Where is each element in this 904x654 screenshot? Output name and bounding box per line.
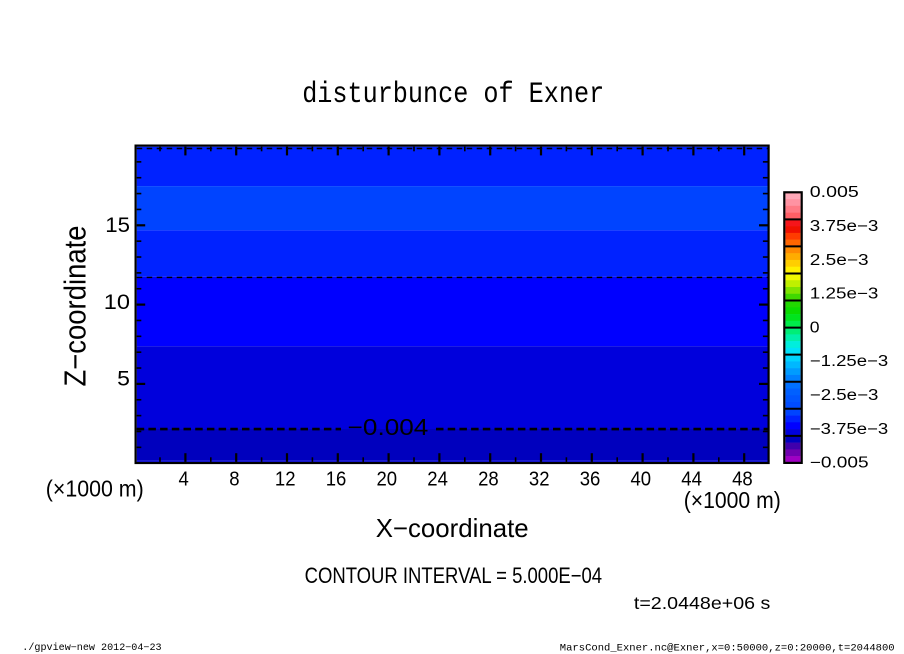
svg-text:28: 28	[478, 468, 499, 490]
svg-text:Z−coordinate: Z−coordinate	[59, 226, 93, 387]
svg-text:3.75e−3: 3.75e−3	[810, 218, 879, 235]
svg-text:(×1000 m): (×1000 m)	[684, 487, 781, 513]
svg-text:1.25e−3: 1.25e−3	[810, 286, 879, 303]
svg-text:15: 15	[105, 214, 130, 237]
svg-text:CONTOUR INTERVAL = 5.000E−04: CONTOUR INTERVAL = 5.000E−04	[305, 563, 602, 588]
svg-text:(×1000 m): (×1000 m)	[46, 476, 144, 502]
svg-text:X−coordinate: X−coordinate	[376, 513, 529, 543]
svg-text:20: 20	[377, 468, 398, 490]
svg-text:10: 10	[104, 291, 130, 314]
svg-text:44: 44	[681, 468, 702, 490]
svg-text:./gpview−new 2012−04−23: ./gpview−new 2012−04−23	[22, 642, 161, 653]
svg-text:4: 4	[178, 468, 188, 490]
svg-text:16: 16	[326, 468, 347, 490]
svg-text:−1.25e−3: −1.25e−3	[810, 353, 888, 370]
svg-text:0.005: 0.005	[810, 184, 859, 201]
svg-text:MarsCond_Exner.nc@Exner,x=0:50: MarsCond_Exner.nc@Exner,x=0:50000,z=0:20…	[560, 642, 895, 654]
svg-text:2.5e−3: 2.5e−3	[810, 252, 869, 269]
svg-text:8: 8	[229, 468, 239, 490]
svg-text:disturbunce of Exner: disturbunce of Exner	[302, 78, 604, 112]
svg-text:12: 12	[275, 468, 296, 490]
svg-text:0: 0	[810, 319, 820, 336]
svg-text:48: 48	[732, 468, 753, 490]
svg-text:−0.005: −0.005	[810, 455, 869, 472]
svg-text:36: 36	[580, 468, 601, 490]
svg-text:−3.75e−3: −3.75e−3	[810, 421, 888, 438]
svg-text:24: 24	[427, 468, 448, 490]
svg-text:−2.5e−3: −2.5e−3	[810, 387, 879, 404]
svg-text:−0.004: −0.004	[348, 414, 429, 440]
svg-text:t=2.0448e+06 s: t=2.0448e+06 s	[634, 593, 771, 613]
svg-text:5: 5	[117, 368, 130, 391]
svg-text:40: 40	[631, 468, 652, 490]
svg-text:32: 32	[529, 468, 550, 490]
